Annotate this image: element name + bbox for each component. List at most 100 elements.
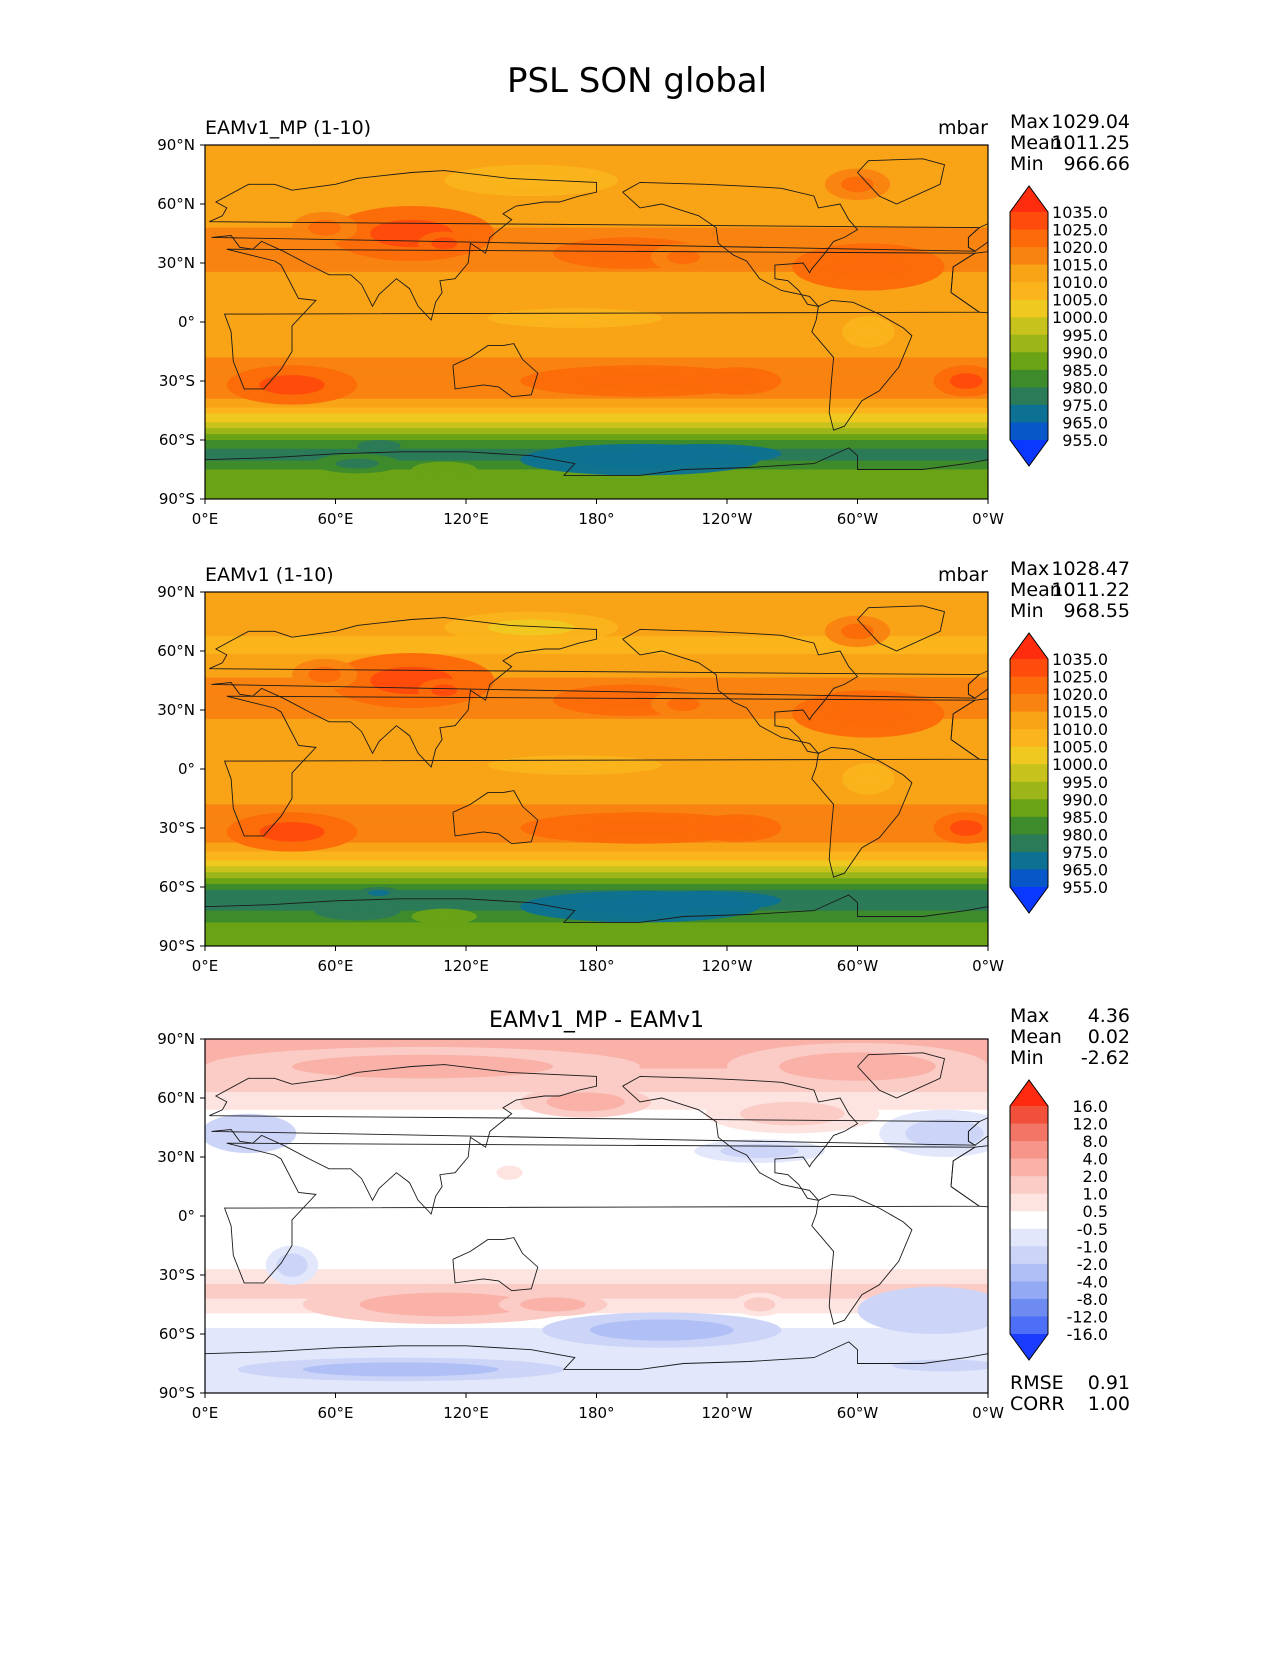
psl-band	[205, 1310, 988, 1314]
psl-band	[205, 1151, 988, 1155]
x-tick-label: 120°E	[443, 510, 489, 528]
psl-band	[205, 780, 988, 785]
stat-label-min: Min	[1010, 600, 1044, 622]
psl-band	[205, 1266, 988, 1270]
x-tick-label: 0°E	[192, 957, 219, 975]
psl-band	[205, 934, 988, 938]
x-tick-label: 120°W	[702, 510, 753, 528]
x-tick-label: 120°W	[702, 957, 753, 975]
psl-band	[205, 751, 988, 755]
x-tick-label: 0°W	[972, 510, 1004, 528]
psl-band	[205, 1354, 988, 1359]
diff-region-core	[496, 1165, 523, 1180]
psl-band	[205, 274, 988, 279]
psl-band	[205, 363, 988, 367]
psl-band	[205, 866, 988, 870]
psl-band	[205, 1375, 988, 1379]
psl-band	[205, 1360, 988, 1365]
psl-band	[205, 419, 988, 423]
colorbar-label: 1020.0	[1052, 238, 1108, 257]
y-tick-label: 60°S	[159, 878, 195, 896]
psl-band	[205, 798, 988, 803]
y-tick-label: 30°N	[157, 1148, 195, 1166]
psl-band	[205, 1263, 988, 1267]
panels: 0°E 60°E 120°E 180° 120°W 60°W 0°W 90°N 60°N 30°N…	[157, 111, 1130, 1422]
psl-band	[205, 1254, 988, 1258]
psl-band	[205, 1195, 988, 1199]
psl-region-core	[841, 623, 874, 640]
psl-band	[205, 736, 988, 741]
colorbar-label: 975.0	[1062, 843, 1108, 862]
y-tick-label: 0°	[178, 760, 195, 778]
coast-antarctica	[205, 447, 988, 476]
psl-band	[205, 215, 988, 220]
colorbar-label: 12.0	[1072, 1115, 1108, 1134]
psl-region-core	[335, 458, 379, 469]
psl-band	[205, 1233, 988, 1238]
psl-region-core	[716, 821, 760, 835]
coast-eurasia	[209, 170, 981, 321]
psl-band	[205, 645, 988, 649]
coast-africa	[223, 1142, 981, 1284]
y-tick-label: 30°S	[159, 372, 195, 390]
psl-band	[205, 348, 988, 353]
psl-band	[205, 1180, 988, 1185]
psl-band	[205, 354, 988, 358]
psl-band	[205, 339, 988, 344]
psl-band	[205, 683, 988, 687]
psl-band	[205, 609, 988, 614]
psl-band	[205, 1280, 988, 1285]
psl-band	[205, 1186, 988, 1191]
psl-band	[205, 289, 988, 294]
psl-band	[205, 265, 988, 270]
psl-band	[205, 496, 988, 499]
psl-band	[205, 1168, 988, 1173]
psl-band	[205, 931, 988, 935]
stat-label-mean: Mean	[1010, 1026, 1062, 1048]
psl-band	[205, 1218, 988, 1223]
colorbar-segment	[1010, 299, 1048, 318]
diff-region-core	[892, 1359, 988, 1372]
colorbar-label: -16.0	[1067, 1325, 1108, 1344]
coast-greenland	[857, 158, 946, 205]
colorbar-label: 1015.0	[1052, 703, 1108, 722]
psl-band	[205, 1192, 988, 1196]
y-tick-label: 30°S	[159, 819, 195, 837]
colorbar-segment	[1010, 1158, 1048, 1177]
psl-band	[205, 351, 988, 356]
psl-band	[205, 1044, 988, 1049]
psl-band	[205, 612, 988, 617]
psl-band	[205, 648, 988, 652]
coast-greenland	[857, 605, 946, 652]
psl-band	[205, 201, 988, 205]
x-tick-label: 60°E	[317, 1404, 353, 1422]
psl-band	[205, 1292, 988, 1297]
psl-band	[205, 928, 988, 932]
psl-band	[205, 410, 988, 415]
psl-band	[205, 792, 988, 797]
psl-band	[205, 490, 988, 494]
psl-region-core	[335, 905, 379, 916]
psl-band	[205, 1236, 988, 1241]
colorbar-segment	[1010, 1281, 1048, 1300]
colorbar-label: 1035.0	[1052, 203, 1108, 222]
psl-band	[205, 1130, 988, 1134]
colorbar-segment	[1010, 1123, 1048, 1142]
psl-band	[205, 422, 988, 426]
psl-band	[205, 1216, 988, 1220]
psl-band	[205, 804, 988, 808]
psl-band	[205, 487, 988, 491]
colorbar-label: 0.5	[1083, 1202, 1108, 1221]
diff-region-core	[720, 1144, 799, 1159]
psl-region-core	[308, 666, 341, 683]
psl-band	[205, 1162, 988, 1167]
psl-band	[205, 748, 988, 752]
colorbar-extend-top	[1010, 1080, 1048, 1106]
colorbar-label: 975.0	[1062, 396, 1108, 415]
psl-band	[205, 147, 988, 152]
psl-band	[205, 1269, 988, 1273]
colorbar-segment	[1010, 369, 1048, 388]
psl-band	[205, 198, 988, 202]
psl-band	[205, 1227, 988, 1232]
y-tick-label: 0°	[178, 313, 195, 331]
